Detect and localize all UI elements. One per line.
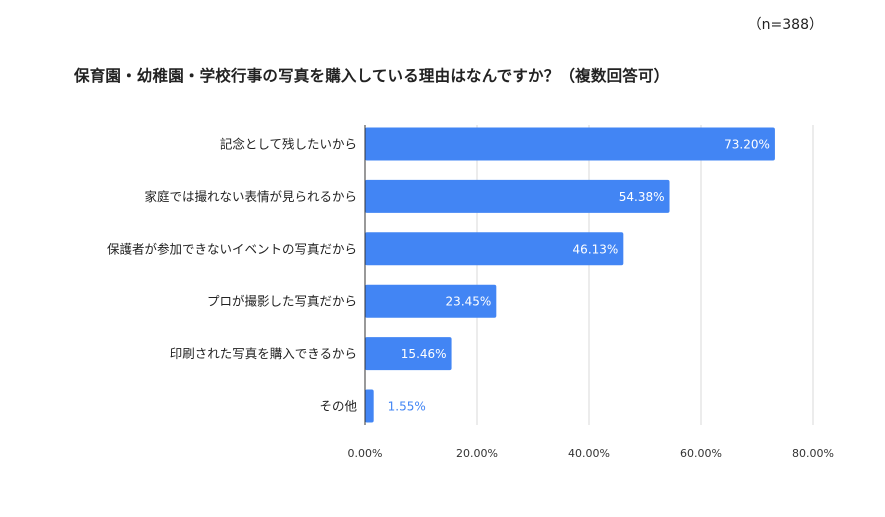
category-label: その他: [319, 399, 357, 414]
x-tick-label: 40.00%: [568, 447, 610, 460]
bar: [365, 232, 624, 266]
data-label: 23.45%: [446, 295, 492, 309]
data-label: 15.46%: [401, 347, 447, 361]
bar: [365, 284, 497, 318]
data-label: 1.55%: [388, 400, 426, 414]
category-label: 保護者が参加できないイベントの写真だから: [107, 241, 357, 256]
category-label: 印刷された写真を購入できるから: [170, 346, 357, 361]
sample-size-note: （n=388）: [747, 17, 823, 33]
category-label: プロが撮影した写真だから: [207, 294, 357, 309]
x-tick-label: 20.00%: [456, 447, 498, 460]
x-tick-label: 60.00%: [680, 447, 722, 460]
data-label: 54.38%: [619, 190, 665, 204]
chart-title: 保育園・幼稚園・学校行事の写真を購入している理由はなんですか？（複数回答可）: [74, 67, 670, 85]
bar: [365, 337, 452, 371]
bar: [365, 389, 374, 423]
bar: [365, 179, 670, 213]
data-label: 46.13%: [573, 242, 619, 256]
x-tick-label: 0.00%: [348, 447, 383, 460]
category-label: 家庭では撮れない表情が見られるから: [144, 189, 357, 204]
data-label: 73.20%: [724, 138, 770, 152]
category-label: 記念として残したいから: [220, 137, 357, 152]
x-tick-label: 80.00%: [792, 447, 834, 460]
bar: [365, 127, 775, 161]
